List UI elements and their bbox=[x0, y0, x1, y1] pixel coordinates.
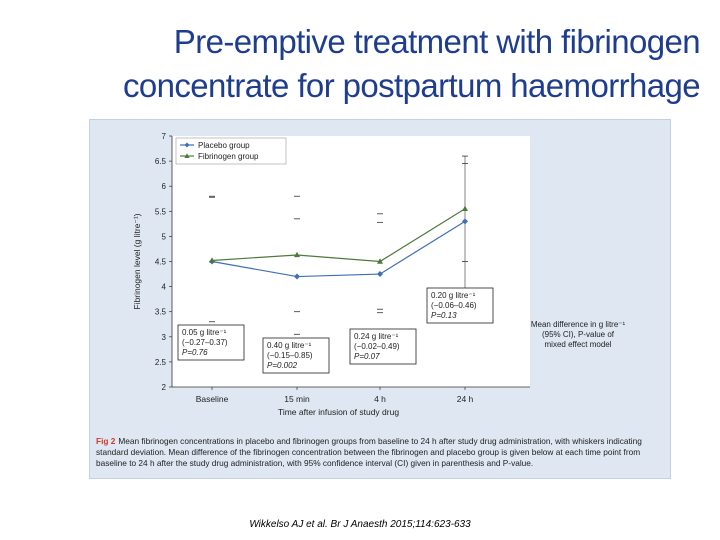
figure-panel: 2 2.5 3 3.5 4 4.5 5 5.5 6 6.5 7 Baseline 15 min 4 h 24… bbox=[89, 119, 671, 479]
x-tick-label: Baseline bbox=[196, 394, 229, 404]
series-line bbox=[211, 208, 466, 263]
annotation-text: (−0.06–0.46) bbox=[431, 301, 477, 310]
citation: Wikkelso AJ et al. Br J Anaesth 2015;114… bbox=[249, 519, 471, 530]
annotation-text: 0.20 g litre⁻¹ bbox=[431, 291, 476, 300]
annotation-text: 0.24 g litre⁻¹ bbox=[354, 332, 399, 341]
x-axis-title: Time after infusion of study drug bbox=[278, 407, 399, 417]
legend-label: Fibrinogen group bbox=[198, 152, 259, 161]
legend-marker bbox=[184, 142, 190, 148]
fibrinogen-line-chart: 2 2.5 3 3.5 4 4.5 5 5.5 6 6.5 7 Baseline 15 min 4 h 24… bbox=[132, 132, 626, 417]
data-point bbox=[294, 251, 300, 258]
key-note-text: (95% CI), P-value of bbox=[542, 330, 615, 339]
annotation-text: 0.40 g litre⁻¹ bbox=[267, 341, 312, 350]
y-axis-title: Fibrinogen level (g litre⁻¹) bbox=[132, 213, 142, 309]
data-point bbox=[377, 271, 383, 278]
annotation-box: 0.05 g litre⁻¹(−0.27–0.37)P=0.76 bbox=[177, 324, 245, 361]
figure-caption: Fig 2 Mean fibrinogen concentrations in p… bbox=[96, 436, 662, 469]
annotation-text: (−0.27–0.37) bbox=[182, 338, 228, 347]
slide-title-line-2: concentrate for postpartum haemorrhage bbox=[122, 67, 701, 104]
data-point bbox=[462, 218, 468, 225]
caption-label: Fig 2 bbox=[96, 436, 116, 446]
legend-label: Placebo group bbox=[198, 141, 250, 150]
y-tick-label: 3.5 bbox=[155, 308, 167, 317]
annotation-text: P=0.002 bbox=[267, 361, 298, 370]
y-tick-label: 2.5 bbox=[155, 358, 167, 367]
y-tick-label: 7 bbox=[162, 132, 167, 141]
annotation-box: 0.40 g litre⁻¹(−0.15–0.85)P=0.002 bbox=[262, 337, 330, 374]
annotation-text: 0.05 g litre⁻¹ bbox=[182, 328, 227, 337]
y-tick-label: 6 bbox=[162, 182, 167, 191]
y-tick-label: 4.5 bbox=[155, 258, 167, 267]
data-point bbox=[209, 257, 215, 263]
key-note: Mean difference in g litre⁻¹(95% CI), P-… bbox=[531, 320, 626, 349]
key-note-text: Mean difference in g litre⁻¹ bbox=[531, 320, 626, 329]
annotation-border bbox=[262, 337, 330, 374]
legend-marker bbox=[184, 153, 190, 158]
x-tick-label: 24 h bbox=[457, 394, 474, 404]
annotation-text: (−0.02–0.49) bbox=[354, 342, 400, 351]
annotation-border bbox=[349, 328, 417, 365]
data-point bbox=[462, 205, 468, 211]
y-tick-label: 3 bbox=[162, 333, 167, 342]
y-tick-label: 2 bbox=[162, 383, 167, 392]
key-note-text: mixed effect model bbox=[545, 340, 612, 349]
annotation-text: P=0.76 bbox=[182, 348, 208, 357]
annotation-text: P=0.07 bbox=[354, 352, 380, 361]
series-line bbox=[211, 220, 466, 278]
y-tick-label: 5 bbox=[162, 232, 167, 241]
annotation-text: (−0.15–0.85) bbox=[267, 351, 313, 360]
slide-title-line-1: Pre-emptive treatment with fibrinogen bbox=[173, 23, 701, 60]
annotation-border bbox=[426, 287, 494, 324]
y-tick-label: 6.5 bbox=[155, 157, 167, 166]
annotation-box: 0.24 g litre⁻¹(−0.02–0.49)P=0.07 bbox=[349, 328, 417, 365]
annotation-text: P=0.13 bbox=[431, 311, 457, 320]
annotation-border bbox=[177, 324, 245, 361]
y-tick-label: 4 bbox=[162, 283, 167, 292]
data-point bbox=[377, 258, 383, 264]
annotation-box: 0.20 g litre⁻¹(−0.06–0.46)P=0.13 bbox=[426, 287, 494, 324]
data-point bbox=[294, 273, 300, 280]
x-tick-label: 4 h bbox=[374, 394, 386, 404]
caption-text: Mean fibrinogen concentrations in placeb… bbox=[96, 436, 642, 468]
legend-box bbox=[175, 137, 287, 165]
legend: Placebo group Fibrinogen group bbox=[175, 137, 287, 165]
y-tick-label: 5.5 bbox=[155, 207, 167, 216]
x-tick-label: 15 min bbox=[284, 394, 310, 404]
